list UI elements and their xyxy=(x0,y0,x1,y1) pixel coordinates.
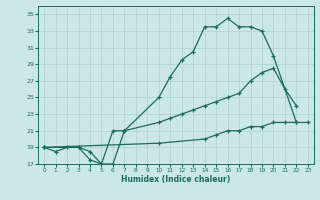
X-axis label: Humidex (Indice chaleur): Humidex (Indice chaleur) xyxy=(121,175,231,184)
